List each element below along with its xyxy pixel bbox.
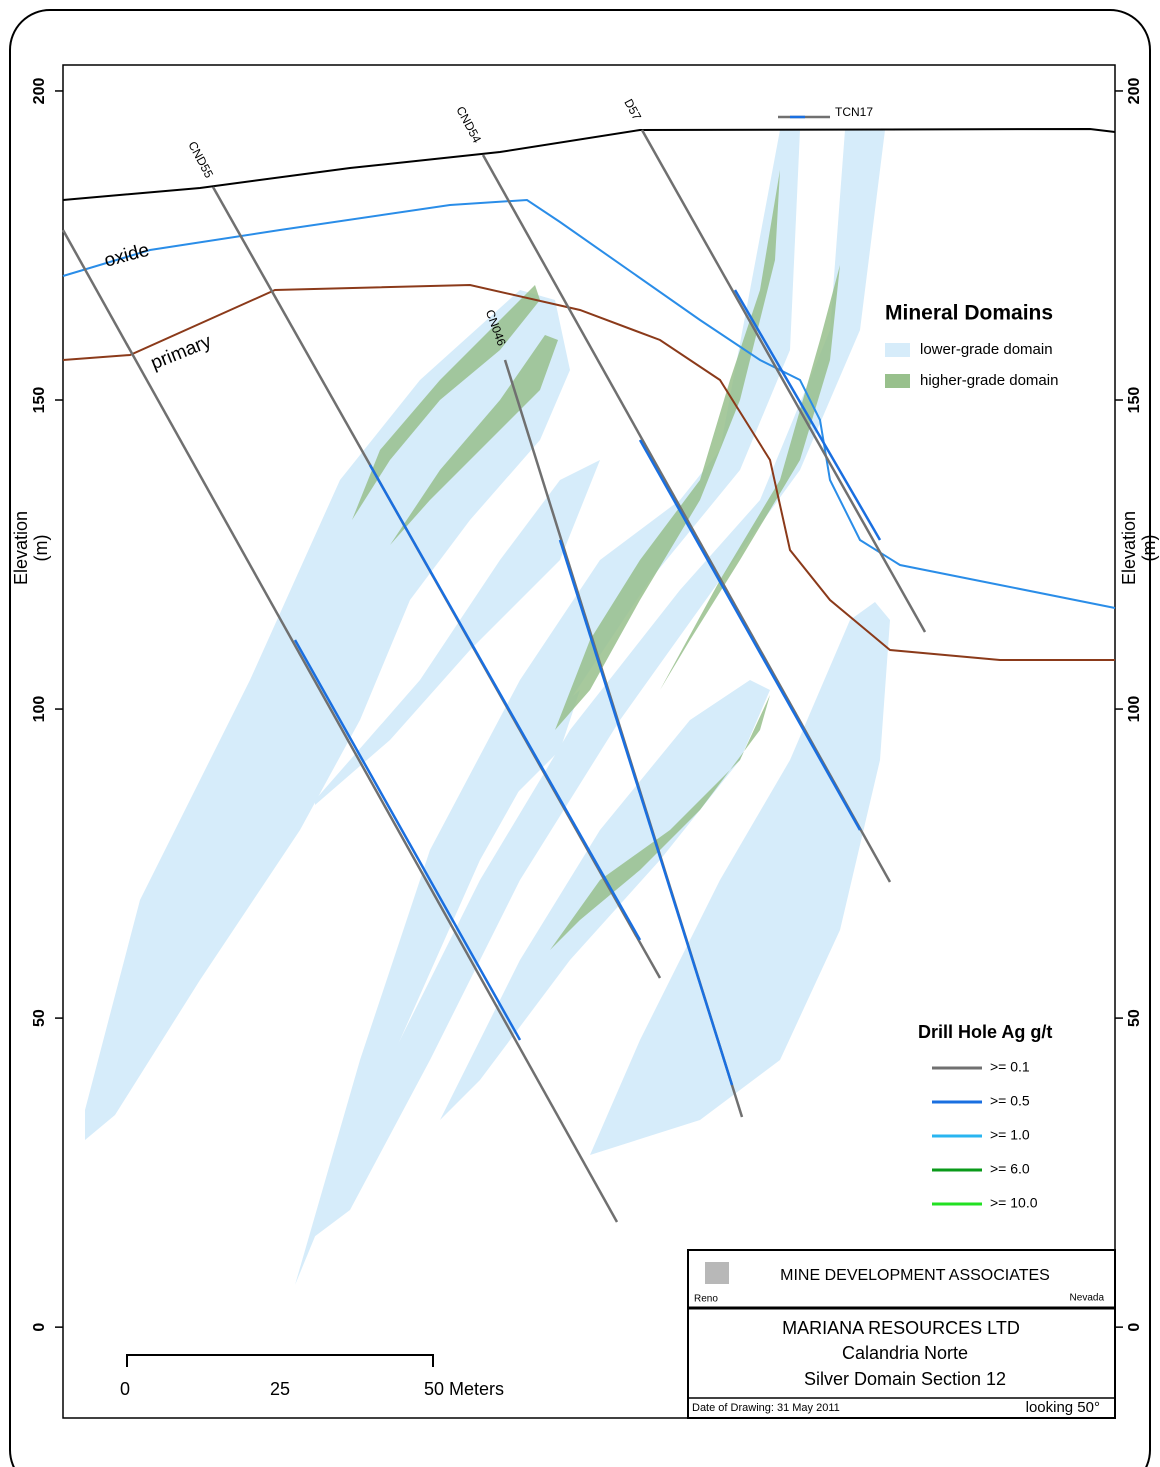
y-tick-label: 150 <box>1126 387 1143 414</box>
scale-label: 0 <box>120 1379 130 1399</box>
y-tick-label: 150 <box>31 387 48 414</box>
client: MARIANA RESOURCES LTD <box>782 1318 1020 1338</box>
legend-label: higher-grade domain <box>920 372 1058 389</box>
y-tick-label: 100 <box>1126 696 1143 723</box>
axis-title: Elevation <box>11 511 31 585</box>
axis-title: Elevation <box>1119 511 1139 585</box>
view-direction: looking 50° <box>1026 1399 1100 1416</box>
legend-label: >= 6.0 <box>990 1161 1030 1177</box>
legend-label: >= 1.0 <box>990 1127 1030 1143</box>
legend-label: >= 10.0 <box>990 1195 1038 1211</box>
scale-label: 50 Meters <box>424 1379 504 1399</box>
axis-title: (m) <box>1139 535 1159 562</box>
legend-swatch <box>885 343 910 357</box>
date: Date of Drawing: 31 May 2011 <box>692 1402 840 1414</box>
company: MINE DEVELOPMENT ASSOCIATES <box>780 1267 1050 1284</box>
y-tick-label: 200 <box>31 78 48 105</box>
legend-title: Mineral Domains <box>885 302 1053 325</box>
y-tick-label: 0 <box>1126 1323 1143 1332</box>
section-name: Silver Domain Section 12 <box>804 1369 1006 1389</box>
hole-label: TCN17 <box>835 105 873 119</box>
y-tick-label: 0 <box>31 1323 48 1332</box>
legend-label: >= 0.1 <box>990 1059 1030 1075</box>
axis-title: (m) <box>31 535 51 562</box>
legend-title: Drill Hole Ag g/t <box>918 1022 1052 1042</box>
scale-label: 25 <box>270 1379 290 1399</box>
legend-label: lower-grade domain <box>920 341 1053 358</box>
legend-label: >= 0.5 <box>990 1093 1030 1109</box>
y-tick-label: 50 <box>31 1009 48 1027</box>
title-block: MINE DEVELOPMENT ASSOCIATES Reno Nevada … <box>688 1250 1115 1418</box>
y-tick-label: 50 <box>1126 1009 1143 1027</box>
project: Calandria Norte <box>842 1343 968 1363</box>
y-tick-label: 100 <box>31 696 48 723</box>
section-map: oxide primary CND55 CND54 D57 TCN17 CN04… <box>0 0 1160 1467</box>
city: Reno <box>694 1294 718 1305</box>
legend-swatch <box>885 374 910 388</box>
y-tick-label: 200 <box>1126 78 1143 105</box>
state: Nevada <box>1070 1293 1105 1304</box>
